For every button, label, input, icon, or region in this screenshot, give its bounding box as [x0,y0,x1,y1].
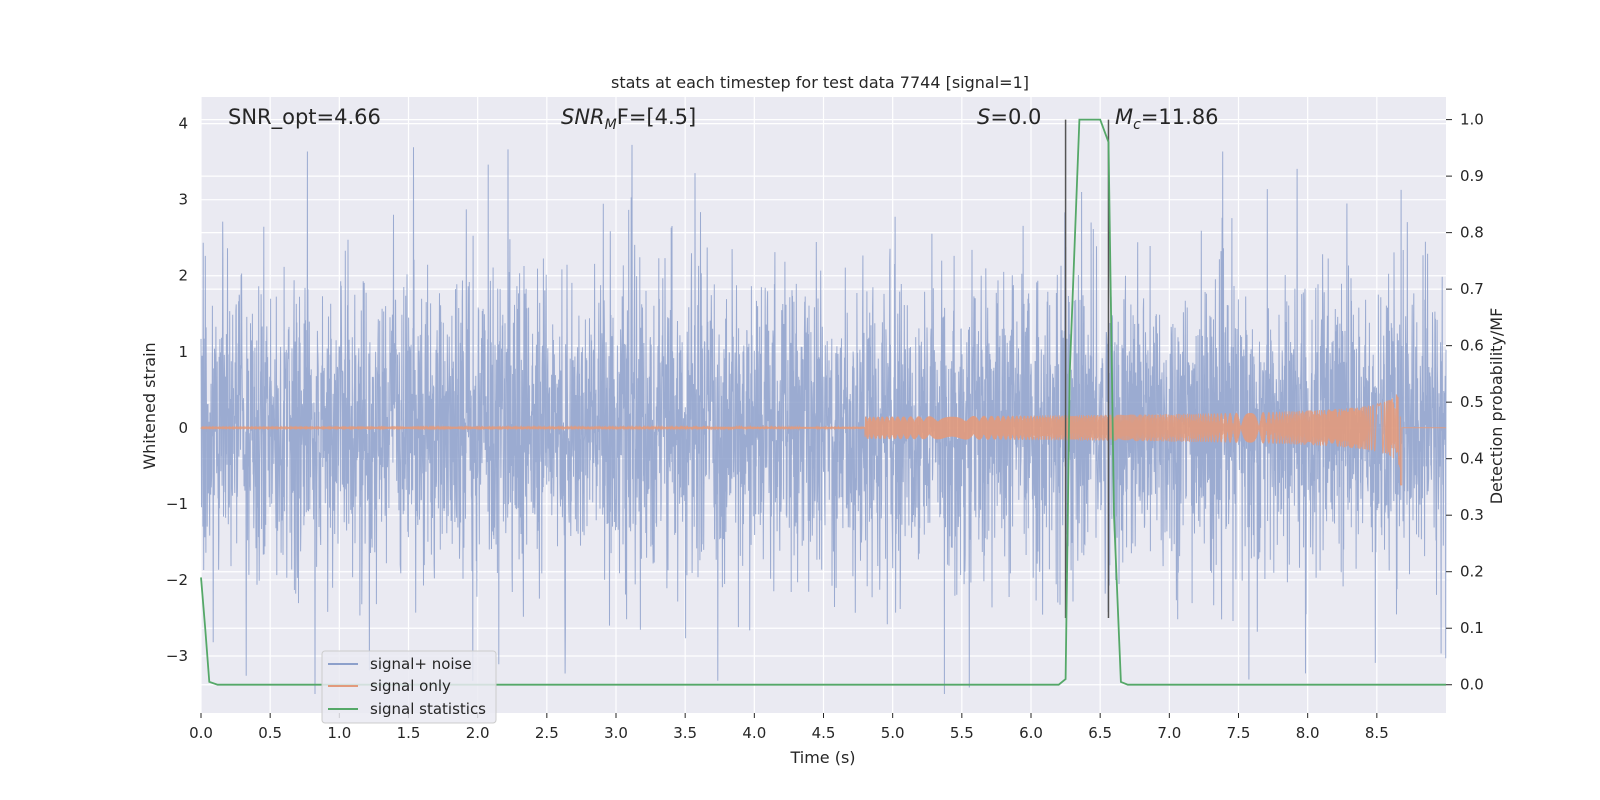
x-tick-label: 2.5 [535,724,559,742]
left-y-tick-label: 4 [178,115,188,133]
mc-annotation: Mc=11.86 [1115,105,1219,133]
snr-mf-sub: M [605,117,617,133]
signal-statistics-line [200,118,1446,686]
legend-label-signal: signal only [370,677,451,695]
signal-only-series [200,394,1446,486]
chart-title: stats at each timestep for test data 774… [611,73,1029,92]
s-rest: =0.0 [990,105,1041,129]
x-tick-label: 2.0 [466,724,490,742]
x-tick-label: 7.5 [1227,724,1251,742]
right-y-tick-label: 1.0 [1460,111,1484,129]
left-y-axis-ticks: −3 −2 −1 0 1 2 3 4 [166,115,188,665]
right-y-tick-label: 0.0 [1460,676,1484,694]
detection-marker-lines [1064,119,1110,618]
left-y-tick-label: 3 [178,191,188,209]
x-tick-label: 5.5 [950,724,974,742]
x-axis-ticks: 0.0 0.5 1.0 1.5 2.0 2.5 3.0 3.5 4.0 4.5 5.0 5.5 6.0 6… [189,713,1389,742]
x-tick-label: 1.0 [327,724,351,742]
mc-sub: c [1133,117,1141,133]
x-tick-label: 6.5 [1088,724,1112,742]
left-y-tick-label: 0 [178,419,188,437]
legend-box [321,650,497,724]
s-annotation: S=0.0 [977,105,1041,129]
right-y-tick-label: 0.5 [1460,393,1484,411]
legend-label-noise: signal+ noise [370,655,472,673]
right-y-tick-label: 0.8 [1460,224,1484,242]
mc-main: M [1115,105,1133,129]
left-y-tick-label: −3 [166,647,188,665]
right-y-tick-label: 0.1 [1460,619,1484,637]
right-y-tick-label: 0.9 [1460,167,1484,185]
left-y-tick-label: 1 [178,343,188,361]
s-main: S [977,105,990,129]
x-tick-label: 7.0 [1157,724,1181,742]
signal-statistics-series [200,118,1446,686]
x-tick-label: 0.5 [258,724,282,742]
mc-rest: =11.86 [1141,105,1219,129]
right-y-tick-label: 0.3 [1460,506,1484,524]
legend-label-stats: signal statistics [370,700,486,718]
snr-opt-annotation: SNR_opt=4.66 [228,105,381,130]
right-y-tick-label: 0.7 [1460,280,1484,298]
snr-mf-rest: F=[4.5] [617,105,696,129]
x-tick-label: 6.0 [1019,724,1043,742]
left-y-tick-label: −2 [166,571,188,589]
x-tick-label: 8.5 [1365,724,1389,742]
left-y-axis-label: Whitened strain [140,342,159,469]
right-y-tick-label: 0.2 [1460,563,1484,581]
left-y-tick-label: −1 [166,495,188,513]
x-tick-label: 8.0 [1296,724,1320,742]
snr-mf-main: SNR [561,105,605,129]
right-y-axis-ticks: 0.0 0.1 0.2 0.3 0.4 0.5 0.6 0.7 0.8 0.9 1.0 [1446,111,1484,694]
left-y-tick-label: 2 [178,267,188,285]
x-tick-label: 4.0 [742,724,766,742]
right-y-axis-label: Detection probability/MF [1487,308,1506,505]
x-tick-label: 1.5 [397,724,421,742]
snr-mf-annotation: SNRMF=[4.5] [561,105,696,133]
right-y-tick-label: 0.4 [1460,450,1484,468]
right-y-tick-label: 0.6 [1460,337,1484,355]
signal-only-line [200,394,1446,486]
legend: signal+ noise signal only signal statist… [321,650,497,724]
x-axis-label: Time (s) [789,748,855,767]
x-tick-label: 0.0 [189,724,213,742]
x-tick-label: 4.5 [812,724,836,742]
x-tick-label: 3.5 [673,724,697,742]
x-tick-label: 5.0 [881,724,905,742]
x-tick-label: 3.0 [604,724,628,742]
